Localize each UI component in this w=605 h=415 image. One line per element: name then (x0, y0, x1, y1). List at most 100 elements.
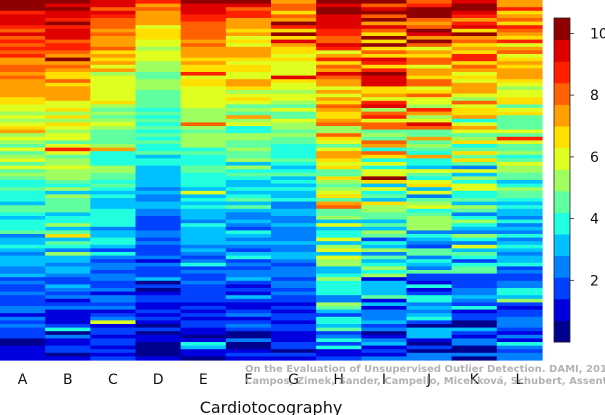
heatmap-cell (361, 345, 408, 350)
heatmap-cell (90, 302, 137, 307)
heatmap-cell (180, 140, 227, 145)
heatmap-cell (406, 190, 453, 195)
heatmap-cell (271, 226, 317, 231)
heatmap-cell (90, 162, 137, 167)
heatmap-cell (406, 162, 453, 167)
heatmap-cell (225, 306, 272, 311)
heatmap-cell (45, 255, 91, 260)
heatmap-cell (271, 129, 317, 134)
heatmap-cell (451, 252, 498, 257)
heatmap-cell (406, 201, 453, 206)
heatmap-cell (135, 10, 182, 15)
heatmap-cell (451, 72, 498, 77)
heatmap-cell (135, 0, 182, 5)
heatmap-cell (496, 75, 543, 80)
heatmap-cell (316, 68, 362, 73)
heatmap-cell (271, 208, 317, 213)
heatmap-cell (90, 338, 137, 343)
heatmap-cell (406, 205, 453, 210)
heatmap-cell (496, 230, 543, 235)
colorbar-segment (554, 212, 570, 235)
heatmap-cell (316, 39, 362, 44)
heatmap-cell (45, 50, 91, 55)
heatmap-cell (45, 14, 91, 19)
heatmap-cell (180, 334, 227, 339)
heatmap-cell (406, 104, 453, 109)
heatmap-cell (271, 50, 317, 55)
heatmap-cell (90, 327, 137, 332)
heatmap-cell (0, 7, 46, 12)
heatmap-cell (271, 252, 317, 257)
heatmap-cell (225, 115, 272, 120)
heatmap-cell (180, 252, 227, 257)
heatmap-cell (496, 165, 543, 170)
heatmap-cell (0, 316, 46, 321)
heatmap-cell (361, 14, 408, 19)
heatmap-cell (316, 241, 362, 246)
heatmap-cell (135, 140, 182, 145)
heatmap-cell (45, 68, 91, 73)
heatmap-cell (316, 266, 362, 271)
heatmap-cell (316, 162, 362, 167)
heatmap-cell (225, 302, 272, 307)
heatmap-cell (0, 72, 46, 77)
heatmap-cell (135, 324, 182, 329)
heatmap-cell (45, 144, 91, 149)
heatmap-cell (406, 212, 453, 217)
heatmap-cell (0, 198, 46, 203)
heatmap-cell (225, 79, 272, 84)
heatmap-cell (135, 230, 182, 235)
heatmap-cell (45, 356, 91, 361)
x-tick-label: F (244, 372, 252, 388)
heatmap-cell (45, 291, 91, 296)
heatmap-cell (361, 176, 408, 181)
heatmap-cell (406, 68, 453, 73)
heatmap-cell (271, 79, 317, 84)
heatmap-cell (90, 79, 137, 84)
heatmap-cell (406, 298, 453, 303)
heatmap-cell (451, 144, 498, 149)
heatmap-cell (496, 219, 543, 224)
heatmap-cell (45, 54, 91, 59)
heatmap-cell (316, 273, 362, 278)
heatmap-cell (135, 176, 182, 181)
heatmap-cell (135, 205, 182, 210)
heatmap-cell (135, 219, 182, 224)
heatmap-cell (316, 208, 362, 213)
heatmap-cell (225, 18, 272, 23)
heatmap-cell (316, 234, 362, 239)
heatmap-cell (135, 194, 182, 199)
heatmap-cell (316, 183, 362, 188)
heatmap-cell (271, 3, 317, 8)
heatmap-cell (316, 320, 362, 325)
heatmap-cell (406, 342, 453, 347)
heatmap-cell (406, 158, 453, 163)
heatmap-cell (496, 162, 543, 167)
heatmap-cell (180, 331, 227, 336)
heatmap-cell (45, 205, 91, 210)
heatmap-cell (90, 3, 137, 8)
heatmap-cell (90, 104, 137, 109)
heatmap-cell (180, 176, 227, 181)
heatmap-cell (316, 262, 362, 267)
heatmap-cell (90, 306, 137, 311)
heatmap-cell (496, 223, 543, 228)
heatmap-cell (361, 151, 408, 156)
heatmap-cell (180, 338, 227, 343)
heatmap-cell (45, 72, 91, 77)
heatmap-cell (496, 234, 543, 239)
heatmap-cell (271, 136, 317, 141)
heatmap-cell (225, 216, 272, 221)
heatmap-cell (225, 205, 272, 210)
colorbar-segment (554, 104, 570, 127)
heatmap-cell (0, 241, 46, 246)
heatmap-cell (496, 331, 543, 336)
heatmap-cell (45, 248, 91, 253)
heatmap-cell (180, 43, 227, 48)
heatmap-cell (496, 21, 543, 26)
heatmap-cell (361, 25, 408, 30)
heatmap-cell (180, 270, 227, 275)
heatmap-cell (361, 291, 408, 296)
heatmap-cell (406, 334, 453, 339)
heatmap-cell (316, 212, 362, 217)
